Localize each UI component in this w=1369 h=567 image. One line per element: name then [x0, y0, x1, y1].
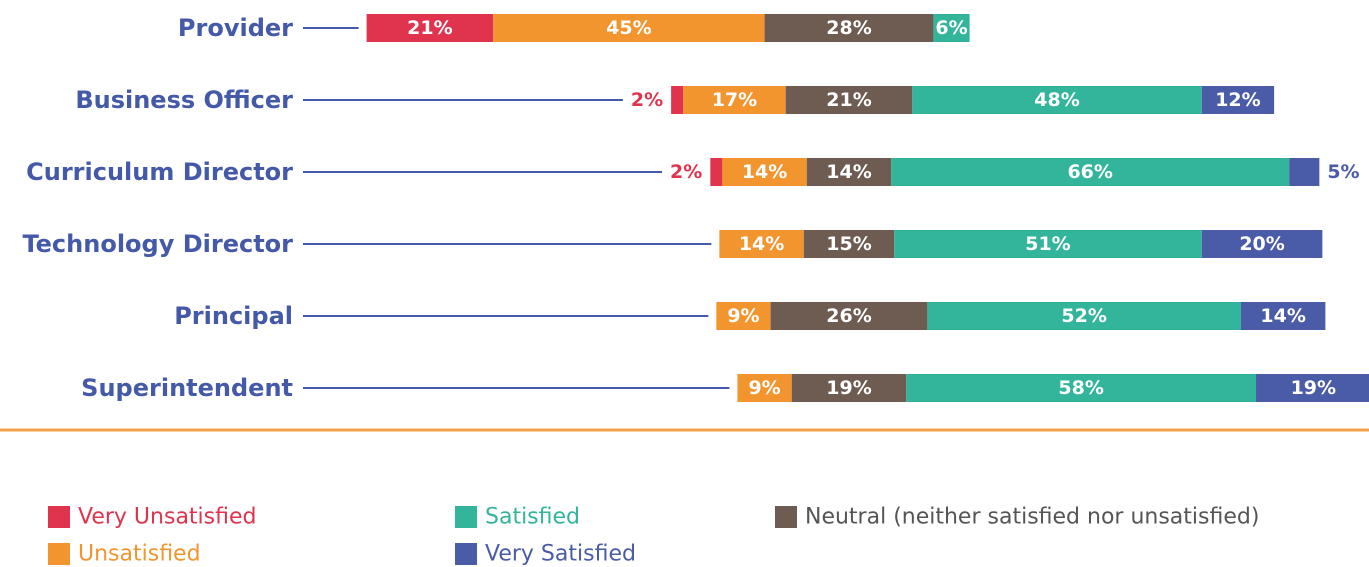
category-label: Principal [174, 302, 293, 330]
bar-segment [1256, 374, 1369, 402]
value-label: 2% [631, 89, 663, 111]
value-label: 58% [1058, 377, 1103, 399]
bar-segment [683, 86, 786, 114]
legend-label: Unsatisfied [78, 542, 201, 567]
bar-segment [366, 14, 494, 42]
value-label: 14% [1260, 305, 1305, 327]
value-label: 14% [739, 233, 784, 255]
bar-segment [906, 374, 1257, 402]
value-label: 12% [1215, 89, 1260, 111]
value-label: 28% [826, 17, 871, 39]
bar-segment [1240, 302, 1326, 330]
bar-segment [770, 302, 928, 330]
legend-swatch [455, 543, 477, 565]
value-label: 9% [727, 305, 759, 327]
bar-segment [806, 158, 892, 186]
legend-label: Very Satisfied [485, 542, 636, 567]
bar-segment [1201, 86, 1275, 114]
legend-label: Neutral (neither satisfied nor unsatisfi… [805, 505, 1259, 530]
bar-segment [933, 14, 970, 42]
bar-segment [716, 302, 771, 330]
bar-segment [719, 230, 804, 258]
category-label: Curriculum Director [26, 158, 293, 186]
bar-segment [710, 158, 723, 186]
value-label: 26% [826, 305, 871, 327]
legend-swatch [455, 506, 477, 528]
value-label: 51% [1025, 233, 1070, 255]
bar-segment [671, 86, 684, 114]
bar-segment [927, 302, 1241, 330]
bar-segment [493, 14, 765, 42]
value-label: 48% [1034, 89, 1079, 111]
bar-segment [785, 86, 913, 114]
value-label: 20% [1239, 233, 1284, 255]
value-label: 45% [606, 17, 651, 39]
value-label: 17% [712, 89, 757, 111]
bar-segment [737, 374, 792, 402]
value-label: 19% [1291, 377, 1336, 399]
bar-segment [764, 14, 934, 42]
legend-swatch [48, 506, 70, 528]
bar-segment [1201, 230, 1323, 258]
value-label: 2% [670, 161, 702, 183]
value-label: 21% [826, 89, 871, 111]
value-label: 66% [1067, 161, 1112, 183]
bar-segment [722, 158, 807, 186]
bar-segment [894, 230, 1202, 258]
category-label: Superintendent [81, 374, 293, 402]
value-label: 52% [1061, 305, 1106, 327]
category-label: Provider [178, 14, 293, 42]
value-label: 19% [826, 377, 871, 399]
value-label: 21% [407, 17, 452, 39]
value-label: 14% [742, 161, 787, 183]
bar-segment [891, 158, 1290, 186]
value-label: 5% [1327, 161, 1359, 183]
legend-label: Satisfied [485, 505, 580, 530]
value-label: 14% [826, 161, 871, 183]
bar-segment [791, 374, 907, 402]
value-label: 6% [935, 17, 967, 39]
bar-segment [1289, 158, 1320, 186]
legend-swatch [775, 506, 797, 528]
bar-segment [803, 230, 895, 258]
legend-swatch [48, 543, 70, 565]
category-label: Technology Director [22, 230, 293, 258]
value-label: 9% [748, 377, 780, 399]
bar-segment [912, 86, 1202, 114]
category-label: Business Officer [75, 86, 293, 114]
value-label: 15% [826, 233, 871, 255]
legend-label: Very Unsatisfied [78, 505, 256, 530]
